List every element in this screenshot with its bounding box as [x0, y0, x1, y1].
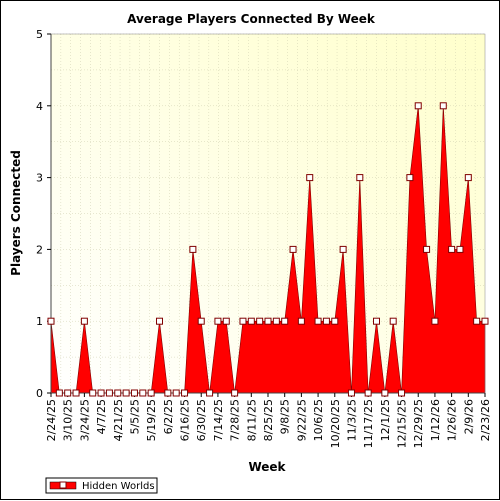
- y-tick-label: 4: [36, 100, 43, 113]
- data-point: [339, 245, 347, 253]
- x-tick-label: 3/24/25: [78, 399, 91, 441]
- data-point: [264, 317, 272, 325]
- x-tick-label: 5/5/25: [128, 399, 141, 434]
- y-axis-label: Players Connected: [9, 150, 23, 276]
- chart-title: Average Players Connected By Week: [127, 12, 376, 26]
- x-tick-label: 7/28/25: [229, 399, 242, 441]
- data-point: [356, 174, 364, 182]
- data-point: [147, 389, 155, 397]
- y-tick-label: 5: [36, 28, 43, 41]
- data-point: [197, 317, 205, 325]
- data-point: [247, 317, 255, 325]
- x-tick-label: 10/6/25: [312, 399, 325, 441]
- data-point: [139, 389, 147, 397]
- legend-marker: [59, 481, 67, 489]
- y-tick-label: 1: [36, 315, 43, 328]
- x-tick-label: 2/9/26: [462, 399, 475, 434]
- data-point: [373, 317, 380, 325]
- data-point: [181, 389, 189, 397]
- data-point: [214, 317, 222, 325]
- data-point: [156, 317, 163, 325]
- data-point: [130, 389, 138, 397]
- data-point: [481, 317, 489, 325]
- x-tick-label: 12/29/25: [412, 399, 425, 448]
- y-tick-label: 2: [36, 243, 43, 256]
- x-tick-label: 6/30/25: [195, 399, 208, 441]
- data-point: [55, 389, 63, 397]
- data-point: [406, 174, 414, 182]
- data-point: [256, 317, 264, 325]
- x-tick-label: 4/7/25: [95, 399, 108, 434]
- data-point: [297, 317, 305, 325]
- legend-label: Hidden Worlds: [82, 481, 155, 492]
- data-point: [331, 317, 339, 325]
- x-tick-label: 1/26/26: [446, 399, 459, 441]
- data-point: [364, 389, 372, 397]
- data-point: [189, 245, 197, 253]
- y-tick-label: 0: [36, 387, 43, 400]
- data-point: [314, 317, 322, 325]
- data-point: [464, 174, 472, 182]
- data-point: [172, 389, 180, 397]
- data-point: [448, 245, 456, 253]
- legend: Hidden Worlds: [45, 477, 158, 494]
- data-point: [72, 389, 80, 397]
- data-point: [381, 389, 389, 397]
- data-point: [431, 317, 439, 325]
- data-point: [97, 389, 105, 397]
- data-point: [473, 317, 481, 325]
- data-point: [64, 389, 72, 397]
- x-tick-label: 4/21/25: [112, 399, 125, 441]
- data-point: [105, 389, 113, 397]
- x-tick-label: 8/11/25: [245, 399, 258, 441]
- y-tick-label: 3: [36, 172, 43, 185]
- x-tick-label: 1/12/26: [429, 399, 442, 441]
- x-tick-label: 2/24/25: [45, 399, 58, 441]
- data-point: [222, 317, 230, 325]
- x-tick-label: 11/3/25: [345, 399, 358, 441]
- data-point: [122, 389, 130, 397]
- data-point: [47, 317, 55, 325]
- x-tick-label: 9/22/25: [295, 399, 308, 441]
- data-point: [80, 317, 88, 325]
- data-point: [389, 317, 397, 325]
- data-point: [89, 389, 97, 397]
- data-point: [322, 317, 330, 325]
- data-point: [281, 317, 289, 325]
- data-point: [398, 389, 406, 397]
- x-tick-label: 7/14/25: [212, 399, 225, 441]
- x-tick-label: 5/19/25: [145, 399, 158, 441]
- x-tick-label: 9/8/25: [279, 399, 292, 434]
- data-point: [289, 245, 297, 253]
- x-tick-label: 3/10/25: [62, 399, 75, 441]
- x-tick-label: 2/23/26: [479, 399, 492, 441]
- x-tick-label: 8/25/25: [262, 399, 275, 441]
- data-point: [423, 245, 431, 253]
- x-tick-labels: 2/24/25 3/10/25 3/24/25 4/7/25 4/21/25 5/5/25…: [45, 399, 492, 448]
- data-point: [239, 317, 247, 325]
- data-points: [47, 102, 489, 397]
- data-point: [164, 389, 172, 397]
- x-tick-label: 11/17/25: [362, 399, 375, 448]
- data-point: [114, 389, 122, 397]
- y-tick-labels: 0 1 2 3 4 5: [36, 28, 43, 400]
- x-tick-label: 12/15/25: [396, 399, 409, 448]
- data-point: [456, 245, 464, 253]
- data-point: [206, 389, 214, 397]
- data-point: [347, 389, 355, 397]
- data-point: [272, 317, 280, 325]
- data-point: [306, 174, 314, 182]
- x-tick-label: 6/16/25: [179, 399, 192, 441]
- data-point: [414, 102, 422, 110]
- x-tick-label: 10/20/25: [329, 399, 342, 448]
- x-axis-label: Week: [248, 460, 286, 474]
- data-point: [231, 389, 239, 397]
- x-tick-label: 12/1/25: [379, 399, 392, 441]
- x-tick-label: 6/2/25: [162, 399, 175, 434]
- data-point: [439, 102, 447, 110]
